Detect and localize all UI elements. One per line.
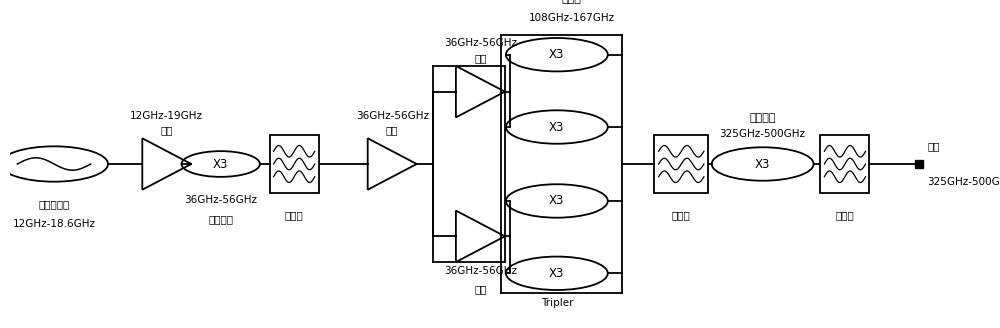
Text: Tripler: Tripler — [541, 298, 573, 308]
Text: 12GHz-19GHz: 12GHz-19GHz — [130, 111, 203, 121]
Text: 微波信号源: 微波信号源 — [38, 199, 70, 209]
Text: 滤波器: 滤波器 — [836, 211, 854, 221]
Text: 功放: 功放 — [474, 284, 487, 294]
Text: 三倍器: 三倍器 — [562, 0, 581, 4]
Text: 36GHz-56GHz: 36GHz-56GHz — [444, 38, 517, 48]
Text: 325GHz-500GHz: 325GHz-500GHz — [720, 129, 806, 139]
Text: X3: X3 — [549, 267, 565, 280]
Text: 输出: 输出 — [927, 141, 940, 151]
Text: 三倍频器: 三倍频器 — [208, 214, 233, 224]
Text: X3: X3 — [213, 157, 228, 171]
Text: 功放: 功放 — [474, 53, 487, 63]
Text: X3: X3 — [755, 157, 770, 171]
Text: 36GHz-56GHz: 36GHz-56GHz — [444, 266, 517, 276]
Text: 滤波器: 滤波器 — [672, 211, 691, 221]
Text: 功放: 功放 — [161, 125, 173, 135]
Text: 三倍频器: 三倍频器 — [749, 113, 776, 123]
Text: 12GHz-18.6GHz: 12GHz-18.6GHz — [13, 219, 96, 229]
Text: X3: X3 — [549, 120, 565, 133]
Text: X3: X3 — [549, 48, 565, 61]
Bar — [820, 135, 869, 193]
Text: 滤波器: 滤波器 — [285, 211, 304, 221]
Text: 36GHz-56GHz: 36GHz-56GHz — [356, 111, 429, 121]
Text: 108GHz-167GHz: 108GHz-167GHz — [528, 12, 615, 23]
Text: 325GHz-500GHz: 325GHz-500GHz — [927, 177, 1000, 187]
Text: X3: X3 — [549, 195, 565, 208]
Bar — [654, 135, 708, 193]
Text: 功放: 功放 — [386, 125, 398, 135]
Bar — [270, 135, 319, 193]
Text: 36GHz-56GHz: 36GHz-56GHz — [184, 195, 257, 205]
